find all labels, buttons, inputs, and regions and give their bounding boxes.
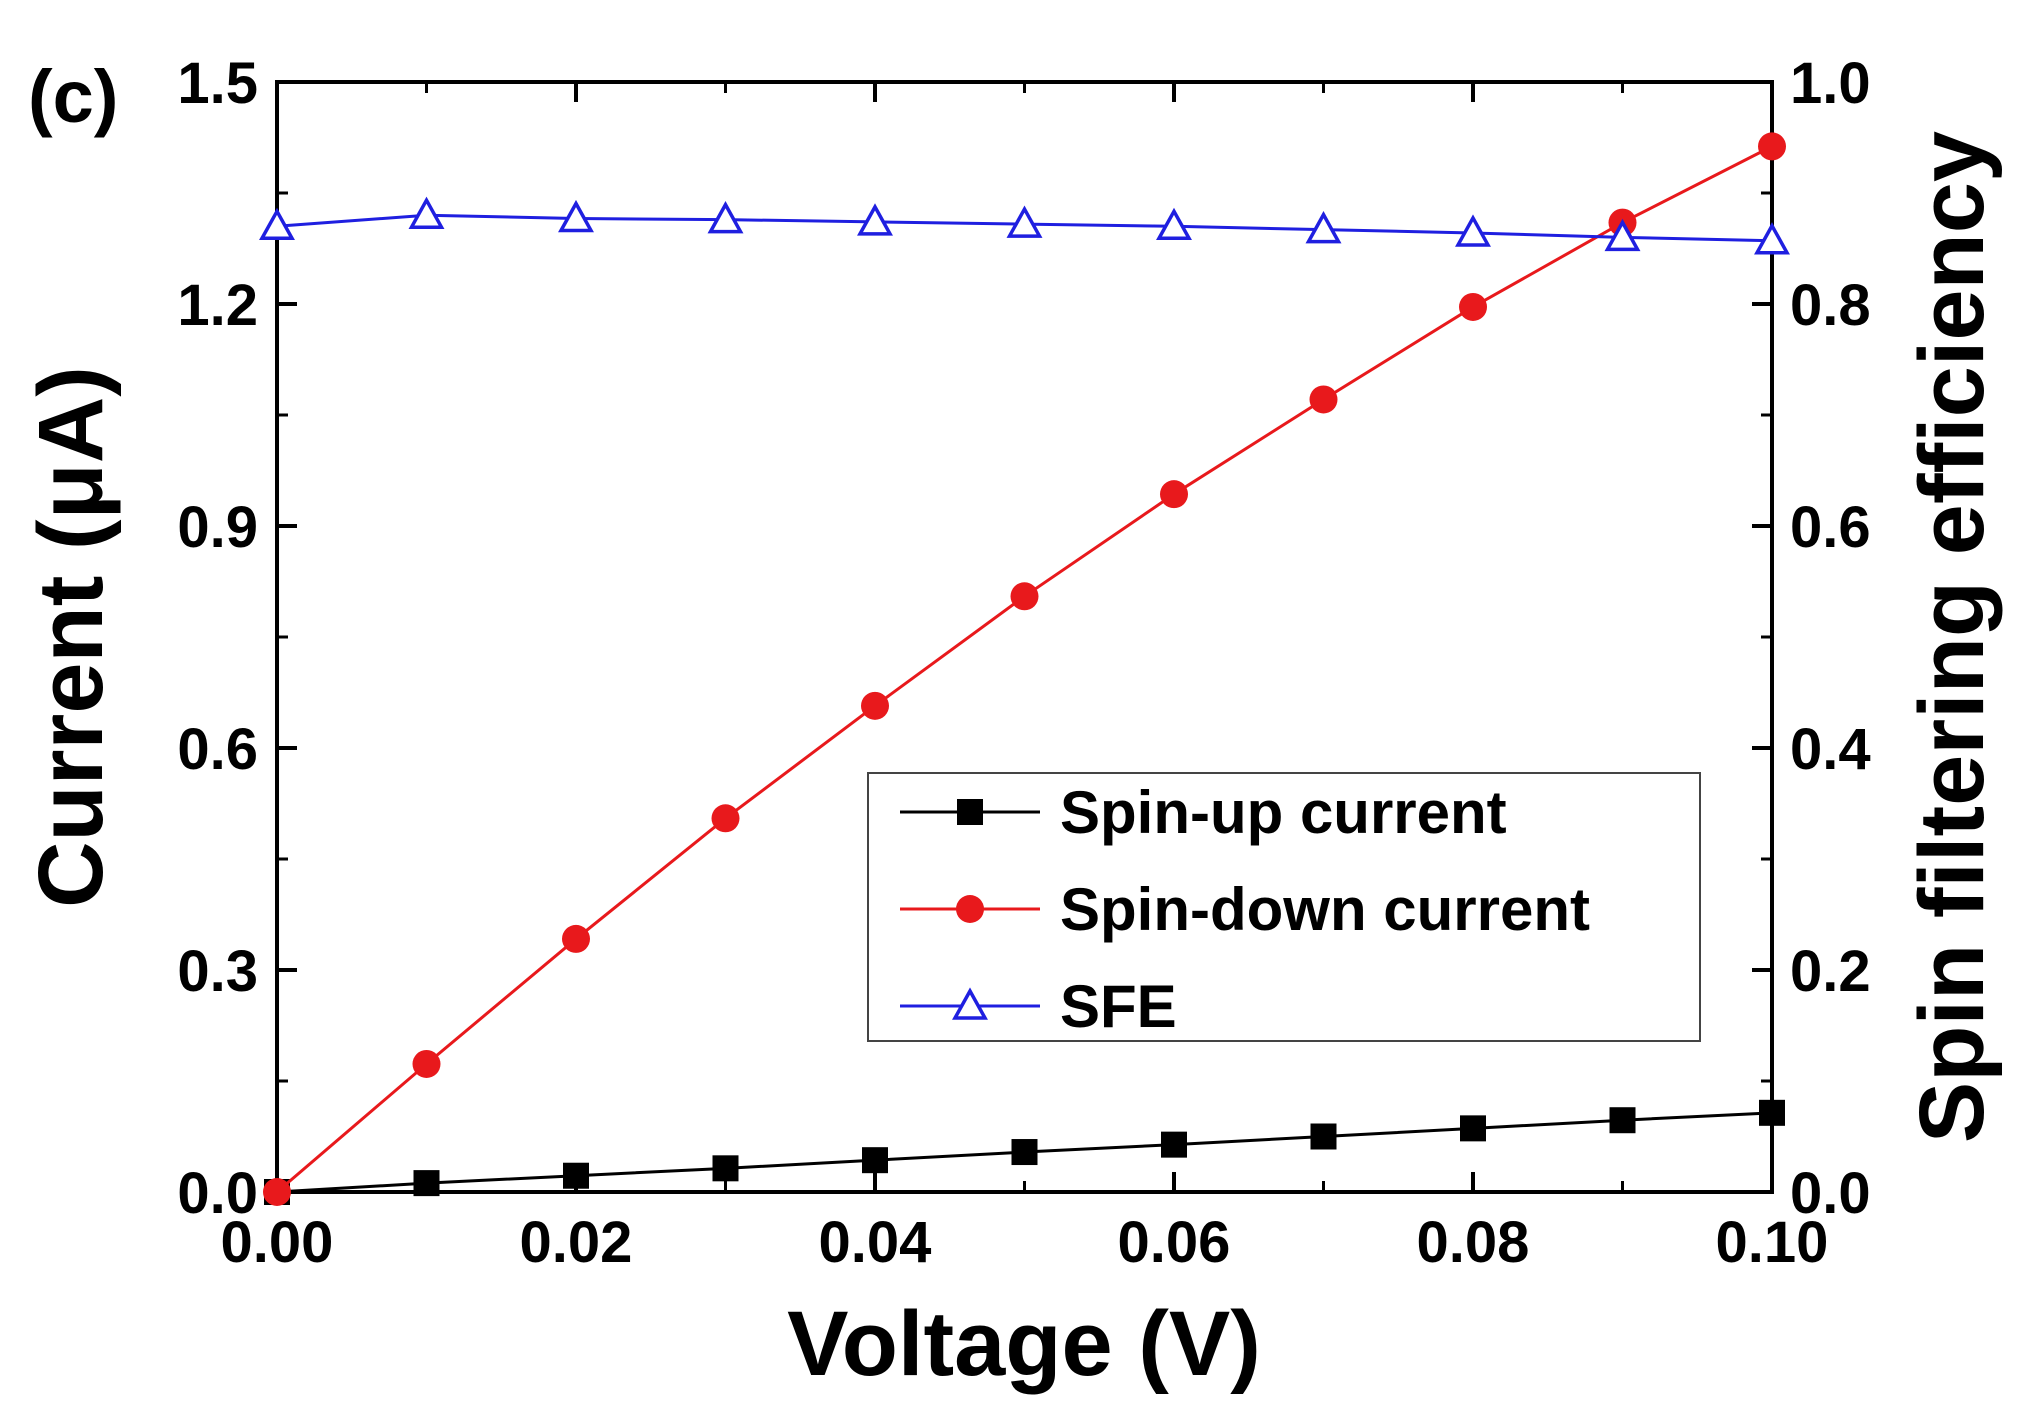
legend-box — [867, 772, 1701, 1042]
series-spin-up-current — [264, 1099, 1785, 1205]
x-tick-label: 0.08 — [1417, 1210, 1530, 1275]
data-point — [1161, 1131, 1187, 1158]
y-tick-label: 0.6 — [177, 717, 258, 782]
data-point — [259, 207, 295, 241]
series-spin-down-current — [263, 132, 1786, 1206]
data-point — [1604, 218, 1641, 252]
x-tick-label: 0.10 — [1716, 1210, 1829, 1275]
data-point — [1010, 582, 1039, 611]
data-point — [563, 1162, 589, 1189]
legend: Spin-up current Spin-down current SFE — [867, 772, 1701, 1042]
y-tick-label: 0.3 — [177, 939, 258, 1004]
data-point — [1459, 292, 1487, 321]
legend-label: Spin-down current — [1060, 876, 1590, 943]
y-tick-label: 0.9 — [177, 495, 258, 560]
data-point — [861, 691, 889, 720]
data-point — [1758, 132, 1786, 161]
data-point — [711, 804, 740, 833]
x-tick-label: 0.04 — [819, 1210, 932, 1275]
x-axis: 0.00 0.02 0.04 0.06 0.08 0.10 — [221, 82, 1829, 1275]
legend-marker — [957, 799, 983, 825]
data-point — [1609, 1107, 1636, 1134]
y-tick-label: 1.2 — [177, 273, 258, 338]
y2-tick-label: 0.2 — [1790, 939, 1871, 1004]
data-point — [1156, 207, 1192, 241]
legend-label: SFE — [1060, 973, 1177, 1040]
data-point — [1006, 205, 1043, 238]
y2-tick-label: 0.6 — [1790, 495, 1871, 560]
x-tick-label: 0.06 — [1118, 1210, 1231, 1275]
y2-tick-label: 0.4 — [1790, 717, 1871, 782]
legend-marker — [956, 895, 984, 923]
legend-label: Spin-up current — [1060, 779, 1507, 846]
y2-tick-label: 1.0 — [1790, 51, 1871, 116]
y-tick-label: 1.5 — [177, 51, 258, 116]
data-point — [1460, 1115, 1486, 1142]
legend-marker — [952, 987, 988, 1020]
data-point — [1455, 214, 1491, 247]
series-layer — [259, 132, 1790, 1206]
data-point — [558, 199, 594, 233]
y-axis-title: Current (μA) — [20, 366, 122, 908]
data-point — [707, 201, 744, 234]
panel-label: (c) — [28, 55, 118, 138]
data-point — [1011, 1139, 1038, 1166]
y2-tick-label: 0.0 — [1790, 1161, 1871, 1226]
data-point — [263, 1178, 291, 1206]
data-point — [412, 1049, 441, 1078]
x-tick-label: 0.00 — [221, 1210, 334, 1275]
data-point — [408, 196, 445, 229]
data-point — [1309, 385, 1338, 414]
y-axis-right: 0.0 0.2 0.4 0.6 0.8 1.0 — [1752, 51, 1871, 1226]
y2-tick-label: 0.8 — [1790, 273, 1871, 338]
y-tick-label: 0.0 — [177, 1161, 258, 1226]
series-sfe — [259, 196, 1790, 255]
y2-axis-title: Spin filtering efficiency — [1901, 131, 2003, 1143]
data-point — [1305, 211, 1342, 244]
y-axis-left: 0.0 0.3 0.6 0.9 1.2 1.5 — [177, 51, 297, 1226]
data-point — [857, 203, 893, 236]
data-point — [1160, 480, 1188, 509]
data-point — [413, 1170, 440, 1197]
data-point — [862, 1147, 888, 1174]
x-tick-label: 0.02 — [520, 1210, 633, 1275]
data-point — [1754, 222, 1790, 255]
data-point — [562, 924, 590, 953]
data-point — [712, 1155, 739, 1182]
data-point — [1310, 1123, 1337, 1150]
data-point — [1759, 1099, 1785, 1126]
x-axis-title: Voltage (V) — [787, 1293, 1261, 1395]
